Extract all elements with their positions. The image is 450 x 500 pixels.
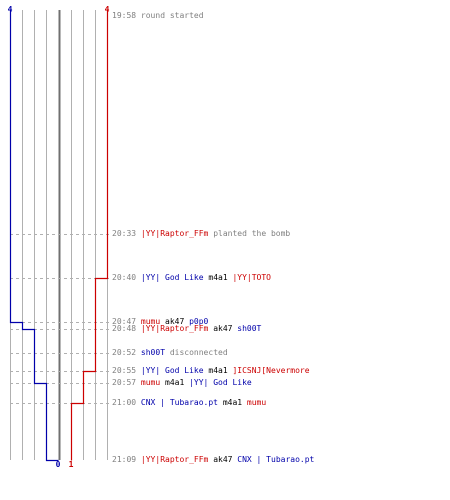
event-row: 20:52 sh00T disconnected [112, 348, 228, 358]
player-name: CNX | Tubarao.pt [140, 398, 218, 407]
t-start-count: 4 [105, 5, 110, 14]
event-time: 20:40 [112, 273, 137, 282]
event-row: 20:57 mumu m4a1 |YY| God Like [112, 378, 252, 388]
player-name: |YY| God Like [140, 366, 204, 375]
event-weapon: ak47 [165, 317, 185, 326]
player-name: mumu [140, 378, 161, 387]
player-name: |YY|Raptor_FFm [140, 455, 209, 464]
event-text: round started [140, 11, 204, 20]
event-weapon: m4a1 [165, 378, 185, 387]
event-time: 19:58 [112, 11, 137, 20]
t-end-count: 1 [69, 460, 74, 469]
event-row: 20:48 |YY|Raptor_FFm ak47 sh00T [112, 324, 261, 334]
player-name: ]ICSNJ[Nevermore [232, 366, 310, 375]
player-name: sh00T [237, 324, 262, 333]
event-text: planted the bomb [213, 229, 291, 238]
event-time: 20:47 [112, 317, 137, 326]
event-row: 20:47 mumu ak47 p0p0 [112, 317, 208, 327]
event-row: 20:40 |YY| God Like m4a1 |YY|TOTO [112, 273, 271, 283]
event-time: 20:52 [112, 348, 137, 357]
event-weapon: ak47 [213, 455, 233, 464]
player-name: CNX | Tubarao.pt [237, 455, 315, 464]
player-name: |YY|Raptor_FFm [140, 324, 209, 333]
player-name: |YY| God Like [140, 273, 204, 282]
terrorist-player-line [70, 10, 109, 461]
ct-start-count: 4 [8, 5, 13, 14]
player-name: |YY|Raptor_FFm [140, 229, 209, 238]
event-weapon: m4a1 [208, 273, 228, 282]
event-row: 21:09 |YY|Raptor_FFm ak47 CNX | Tubarao.… [112, 455, 314, 465]
event-text: disconnected [169, 348, 228, 357]
player-name: mumu [246, 398, 267, 407]
player-name: sh00T [140, 348, 166, 357]
player-name: |YY|TOTO [232, 273, 271, 282]
player-name: mumu [140, 317, 161, 326]
event-time: 20:57 [112, 378, 137, 387]
player-name: p0p0 [189, 317, 209, 326]
event-weapon: ak47 [213, 324, 233, 333]
event-row: 21:00 CNX | Tubarao.pt m4a1 mumu [112, 398, 266, 408]
ct-end-count: 0 [56, 460, 61, 469]
event-row: 19:58 round started [112, 11, 204, 21]
event-time: 20:55 [112, 366, 137, 375]
event-weapon: m4a1 [222, 398, 243, 407]
ct-player-line [9, 10, 59, 462]
event-weapon: m4a1 [208, 366, 228, 375]
event-row: 20:33 |YY|Raptor_FFm planted the bomb [112, 229, 290, 239]
event-row: 20:55 |YY| God Like m4a1 ]ICSNJ[Nevermor… [112, 366, 310, 376]
event-time: 21:09 [112, 455, 137, 464]
event-time: 21:00 [112, 398, 137, 407]
player-name: |YY| God Like [189, 378, 252, 387]
event-time: 20:48 [112, 324, 137, 333]
event-time: 20:33 [112, 229, 137, 238]
